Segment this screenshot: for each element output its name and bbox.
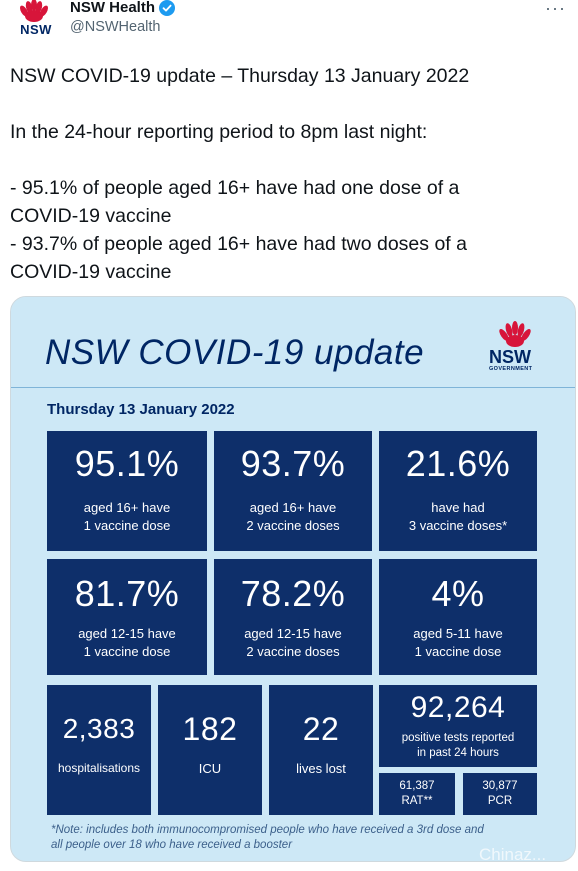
stat-label: 1 vaccine dose [83,644,171,659]
user-handle[interactable]: @NSWHealth [70,19,161,35]
author-names: NSW Health @NSWHealth [70,0,176,35]
stat-value: 93.7% [240,443,346,484]
rat-box: 61,387 RAT** [379,773,455,815]
stat-value: 21.6% [405,443,511,484]
stat-box: 78.2% aged 12-15 have 2 vaccine doses [214,559,372,675]
stat-label: aged 12-15 have [78,626,176,641]
positive-tests-label: positive tests reported [401,732,515,744]
waratah-icon [20,0,48,22]
icu-box: 182 ICU [158,685,262,815]
pcr-value: 30,877 [482,780,518,792]
display-name-text: NSW Health [70,0,156,16]
stat-label: 2 vaccine doses [246,644,340,659]
pcr-box: 30,877 PCR [463,773,537,815]
stat-label: 1 vaccine dose [414,644,502,659]
stat-box: 93.7% aged 16+ have 2 vaccine doses [214,431,372,551]
positive-tests-box: 92,264 positive tests reported in past 2… [379,685,537,767]
footnote-line: all people over 18 who have received a b… [51,839,293,851]
tweet-line: NSW COVID-19 update – Thursday 13 Januar… [10,65,470,87]
hospitalisations-box: 2,383 hospitalisations [47,685,151,815]
avatar[interactable]: NSW [12,0,56,40]
stat-value: 81.7% [74,573,180,614]
hospitalisations-label: hospitalisations [57,761,141,775]
footnote-line: *Note: includes both immunocompromised p… [51,824,484,836]
tweet-header: NSW NSW Health @NSWHealth ··· [10,0,570,44]
rat-label: RAT** [401,795,433,807]
stat-box: 81.7% aged 12-15 have 1 vaccine dose [47,559,207,675]
infographic-title: NSW COVID-19 update [45,333,425,372]
footnote: *Note: includes both immunocompromised p… [51,823,551,853]
update-date: Thursday 13 January 2022 [47,401,235,418]
logo-word: NSW [489,347,531,367]
tweet-line: In the 24-hour reporting period to 8pm l… [10,121,428,143]
stat-label: have had [431,500,485,515]
icu-label: ICU [198,761,222,776]
positive-tests-label: in past 24 hours [417,747,499,759]
display-name[interactable]: NSW Health [70,0,176,16]
stat-value: 78.2% [240,573,346,614]
watermark: Chinaz... [479,845,547,862]
stat-label: 1 vaccine dose [83,518,171,533]
nsw-government-logo-icon [499,321,531,347]
stat-box: 4% aged 5-11 have 1 vaccine dose [379,559,537,675]
stat-value: 95.1% [74,443,180,484]
stat-label: aged 16+ have [249,500,337,515]
avatar-label: NSW [20,22,52,37]
banner-divider [11,387,575,388]
stat-label: aged 16+ have [83,500,171,515]
more-options-icon[interactable]: ··· [545,0,566,18]
pcr-label: PCR [487,795,513,807]
stat-value: 4% [431,573,485,614]
stat-label: 2 vaccine doses [246,518,340,533]
stat-box: 21.6% have had 3 vaccine doses* [379,431,537,551]
stat-box: 95.1% aged 16+ have 1 vaccine dose [47,431,207,551]
rat-value: 61,387 [399,780,435,792]
tweet-line: COVID-19 vaccine [10,205,172,227]
stat-label: 3 vaccine doses* [408,518,508,533]
hospitalisations-value: 2,383 [62,713,136,744]
verified-badge-icon [159,0,176,16]
logo-government-text: GOVERNMENT [489,366,533,372]
deaths-label: lives lost [296,761,346,776]
tweet-text: NSW COVID-19 update – Thursday 13 Januar… [10,62,570,286]
stat-label: aged 5-11 have [413,626,503,641]
tweet-line: COVID-19 vaccine [10,261,172,283]
tweet-line: - 95.1% of people aged 16+ have had one … [10,177,460,199]
infographic-banner: NSW COVID-19 update NSW GOVERNMENT [11,297,575,387]
stat-label: aged 12-15 have [244,626,342,641]
tweet-line: - 93.7% of people aged 16+ have had two … [10,233,467,255]
icu-value: 182 [182,711,238,747]
positive-tests-value: 92,264 [410,691,506,724]
infographic-image[interactable]: NSW COVID-19 update NSW GOVERNMENT Thurs… [10,296,576,862]
deaths-box: 22 lives lost [269,685,373,815]
deaths-value: 22 [302,711,340,747]
